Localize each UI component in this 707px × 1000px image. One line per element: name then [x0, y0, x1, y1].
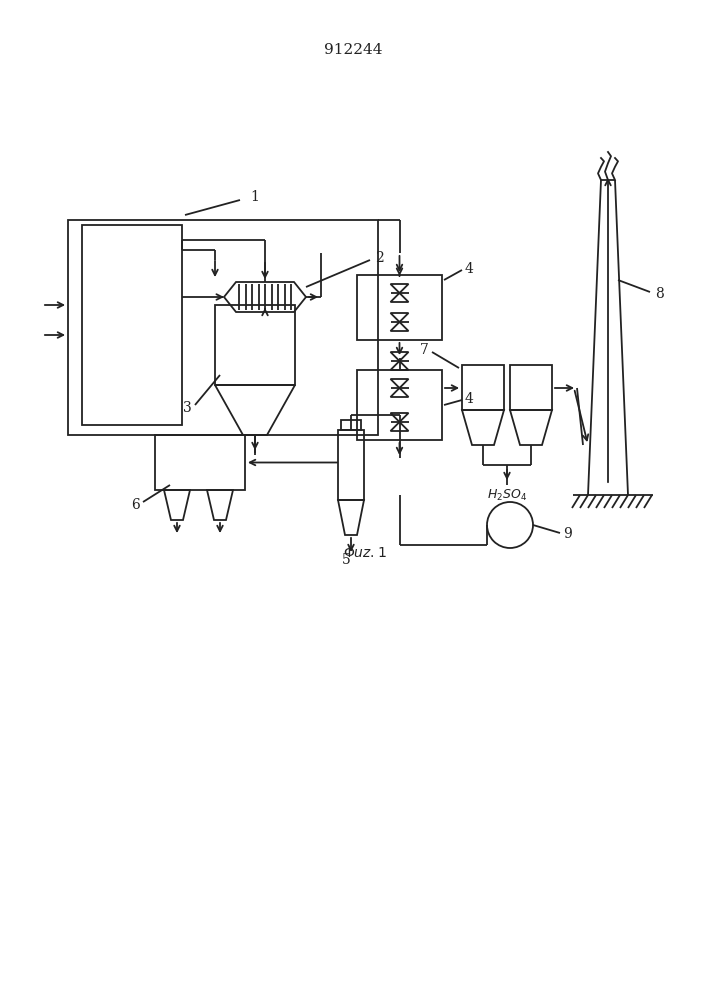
Bar	[338, 430, 364, 500]
Text: $H_2SO_4$: $H_2SO_4$	[487, 487, 527, 503]
Bar	[68, 220, 378, 435]
Text: 7: 7	[420, 343, 429, 357]
Bar	[82, 225, 182, 425]
Text: $\Phi u\mathit{z}.1$: $\Phi u\mathit{z}.1$	[343, 546, 387, 560]
Bar	[155, 435, 245, 490]
Text: 4: 4	[465, 392, 474, 406]
Text: 912244: 912244	[324, 43, 382, 57]
Text: 6: 6	[132, 498, 140, 512]
Bar	[462, 365, 504, 410]
Text: 1: 1	[250, 190, 259, 204]
Text: 2: 2	[375, 251, 384, 265]
Bar	[341, 420, 361, 430]
Text: 5: 5	[341, 553, 351, 567]
Bar	[215, 305, 295, 385]
Bar	[357, 275, 442, 340]
Bar	[357, 370, 442, 440]
Text: 4: 4	[465, 262, 474, 276]
Bar	[510, 365, 552, 410]
Text: 9: 9	[563, 527, 572, 541]
Text: 3: 3	[183, 401, 192, 415]
Text: 8: 8	[655, 287, 664, 301]
